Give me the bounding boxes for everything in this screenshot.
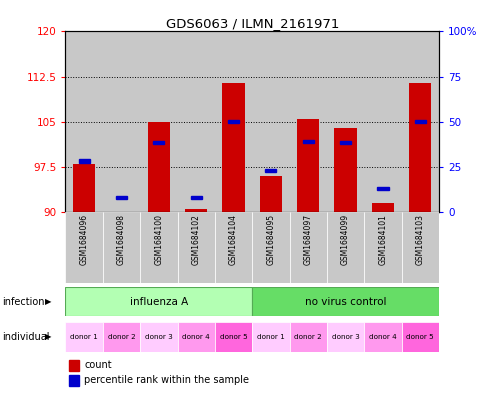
Bar (78, 160, 90, 163)
Bar (65, 212, 103, 283)
Text: infection: infection (2, 297, 45, 307)
Bar (103, 31, 140, 212)
Bar (177, 322, 214, 352)
Text: donor 3: donor 3 (145, 334, 172, 340)
Title: GDS6063 / ILMN_2161971: GDS6063 / ILMN_2161971 (165, 17, 338, 30)
Bar (408, 83, 431, 212)
Text: GSM1684102: GSM1684102 (191, 214, 200, 264)
Bar (265, 169, 276, 172)
Bar (401, 322, 438, 352)
Text: donor 5: donor 5 (219, 334, 247, 340)
Text: percentile rank within the sample: percentile rank within the sample (84, 375, 249, 386)
Bar (214, 322, 252, 352)
Bar (69, 360, 78, 371)
Text: donor 4: donor 4 (182, 334, 210, 340)
Bar (252, 322, 289, 352)
Text: donor 4: donor 4 (368, 334, 396, 340)
Bar (214, 212, 252, 283)
Bar (289, 31, 326, 212)
Bar (65, 322, 103, 352)
Bar (326, 322, 363, 352)
Text: donor 2: donor 2 (107, 334, 135, 340)
Bar (65, 31, 103, 212)
Bar (222, 83, 244, 212)
Bar (140, 212, 177, 283)
Bar (333, 128, 356, 212)
Bar (252, 212, 289, 283)
Bar (363, 322, 401, 352)
Text: GSM1684100: GSM1684100 (154, 214, 163, 264)
Bar (190, 196, 201, 199)
Bar (65, 287, 252, 316)
Bar (110, 211, 133, 212)
Bar (414, 120, 425, 123)
Bar (252, 287, 438, 316)
Text: no virus control: no virus control (304, 297, 386, 307)
Bar (153, 141, 164, 145)
Text: donor 2: donor 2 (294, 334, 321, 340)
Bar (140, 322, 177, 352)
Bar (103, 322, 140, 352)
Bar (69, 375, 78, 386)
Bar (73, 164, 95, 212)
Bar (177, 31, 214, 212)
Text: GSM1684103: GSM1684103 (415, 214, 424, 264)
Text: GSM1684096: GSM1684096 (79, 214, 89, 265)
Bar (363, 31, 401, 212)
Text: GSM1684104: GSM1684104 (228, 214, 238, 264)
Bar (227, 120, 239, 123)
Text: individual: individual (2, 332, 50, 342)
Text: GSM1684099: GSM1684099 (340, 214, 349, 265)
Bar (302, 140, 313, 143)
Bar (371, 203, 393, 212)
Bar (289, 212, 326, 283)
Text: ▶: ▶ (45, 332, 51, 342)
Bar (326, 31, 363, 212)
Bar (289, 322, 326, 352)
Bar (184, 209, 207, 212)
Bar (147, 122, 170, 212)
Bar (339, 141, 350, 145)
Bar (326, 212, 363, 283)
Bar (377, 187, 388, 190)
Bar (363, 212, 401, 283)
Text: influenza A: influenza A (129, 297, 188, 307)
Bar (296, 119, 319, 212)
Bar (259, 176, 282, 212)
Bar (252, 31, 289, 212)
Text: GSM1684098: GSM1684098 (117, 214, 126, 264)
Text: donor 1: donor 1 (70, 334, 98, 340)
Text: GSM1684097: GSM1684097 (303, 214, 312, 265)
Text: GSM1684095: GSM1684095 (266, 214, 275, 265)
Text: GSM1684101: GSM1684101 (378, 214, 387, 264)
Bar (103, 212, 140, 283)
Bar (116, 196, 127, 199)
Bar (140, 31, 177, 212)
Text: donor 5: donor 5 (406, 334, 433, 340)
Text: donor 3: donor 3 (331, 334, 359, 340)
Text: donor 1: donor 1 (257, 334, 284, 340)
Bar (177, 212, 214, 283)
Bar (214, 31, 252, 212)
Bar (401, 31, 438, 212)
Text: count: count (84, 360, 111, 370)
Text: ▶: ▶ (45, 297, 51, 306)
Bar (401, 212, 438, 283)
